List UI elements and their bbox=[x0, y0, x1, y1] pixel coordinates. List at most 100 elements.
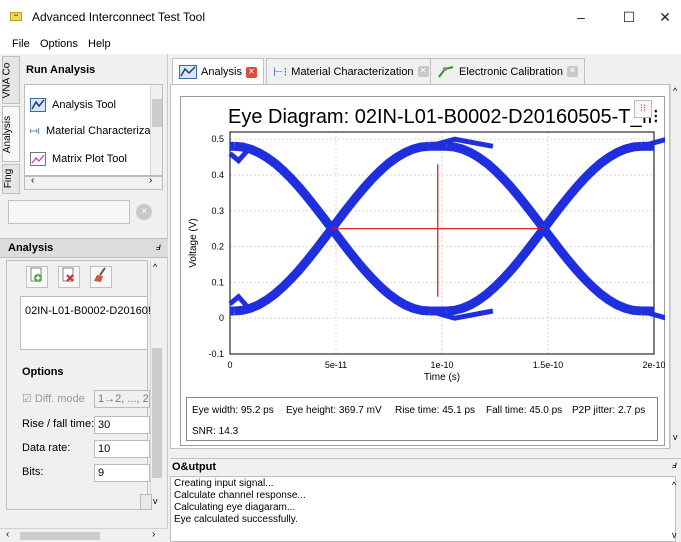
vtab-vna[interactable]: VNA Co bbox=[1, 56, 20, 104]
scroll-left-icon[interactable]: ‹ bbox=[6, 529, 10, 540]
scroll-right-icon[interactable]: › bbox=[149, 175, 153, 186]
output-log bbox=[170, 476, 676, 542]
y-tick-label: 0.1 bbox=[211, 277, 224, 287]
bits-input[interactable]: 9 bbox=[94, 464, 150, 482]
scroll-thumb[interactable] bbox=[152, 348, 162, 478]
broom-icon bbox=[94, 267, 106, 282]
scroll-right-icon[interactable]: › bbox=[152, 529, 156, 540]
y-tick-label: 0.3 bbox=[211, 206, 224, 216]
tab-close-icon[interactable]: ✕ bbox=[566, 66, 578, 77]
tab-close-icon[interactable]: ✕ bbox=[417, 66, 429, 77]
close-button[interactable]: ✕ bbox=[659, 9, 671, 25]
scroll-up-icon[interactable]: ^ bbox=[672, 480, 677, 490]
y-tick-label: 0.2 bbox=[211, 242, 224, 252]
tool-list-scrollbar[interactable] bbox=[150, 85, 162, 175]
vtab-analysis[interactable]: Analysis bbox=[2, 106, 20, 162]
eye-trace bbox=[445, 141, 642, 316]
options-label: Options bbox=[22, 366, 64, 378]
tool-label: Analysis Tool bbox=[52, 99, 116, 111]
data-rate-input[interactable]: 10 bbox=[94, 440, 150, 458]
tab-material-characterization[interactable]: ⊢⁝ Material Characterization ✕ bbox=[266, 58, 436, 84]
x-axis-label: Time (s) bbox=[424, 372, 460, 383]
material-characterization-icon: ⊢⁝ bbox=[273, 64, 288, 79]
search-input[interactable] bbox=[8, 200, 130, 224]
clear-icon[interactable]: × bbox=[136, 204, 152, 220]
diff-mode-checkbox[interactable]: ☑ Diff. mode bbox=[22, 392, 85, 406]
scroll-down-icon[interactable]: v bbox=[673, 432, 678, 442]
left-hscrollbar[interactable]: ‹ › bbox=[0, 528, 168, 542]
tab-analysis[interactable]: Analysis ✕ bbox=[172, 58, 264, 85]
tool-list bbox=[24, 84, 163, 176]
x-tick-label: 5e-11 bbox=[325, 360, 347, 370]
fall-time-stat: Fall time: 45.0 ps bbox=[486, 405, 563, 416]
tab-close-icon[interactable]: ✕ bbox=[245, 66, 257, 78]
window-title: Advanced Interconnect Test Tool bbox=[32, 10, 206, 24]
add-file-icon bbox=[30, 267, 42, 282]
analysis-tool-icon bbox=[30, 98, 46, 112]
analysis-tab-icon bbox=[179, 65, 197, 79]
tool-list-hscrollbar[interactable]: ‹ › bbox=[24, 175, 163, 190]
scroll-left-icon[interactable]: ‹ bbox=[31, 175, 35, 186]
jitter-stat: P2P jitter: 2.7 ps bbox=[572, 405, 646, 416]
diff-mode-select[interactable]: 1→2, ..., 2N bbox=[94, 390, 150, 408]
scroll-up-icon[interactable]: ^ bbox=[673, 86, 678, 96]
add-button[interactable] bbox=[26, 266, 48, 288]
analysis-item-list: 02IN-L01-B0002-D20160! bbox=[20, 296, 151, 350]
tool-item-analysis[interactable]: Analysis Tool bbox=[30, 94, 116, 116]
menu-help[interactable]: Help bbox=[88, 38, 111, 50]
y-tick-label: 0.4 bbox=[211, 170, 224, 180]
rise-time-stat: Rise time: 45.1 ps bbox=[395, 405, 476, 416]
vtab-fing[interactable]: Fing bbox=[2, 164, 20, 194]
diff-mode-label: Diff. mode bbox=[34, 392, 85, 405]
panel-button[interactable] bbox=[140, 494, 152, 510]
scroll-down-icon[interactable]: v bbox=[153, 496, 158, 506]
scroll-down-icon[interactable]: v bbox=[672, 530, 677, 540]
plot-options-button[interactable]: ⁝⁝ bbox=[634, 100, 652, 118]
output-panel-header bbox=[170, 458, 681, 476]
minimize-button[interactable]: – bbox=[577, 9, 585, 25]
app-icon: ▪▪ bbox=[10, 12, 22, 21]
snr-stat: SNR: 14.3 bbox=[192, 426, 239, 437]
eye-diagram-chart: 0 5e-11 1e-10 1.5e-10 2e-10-0.100.10.20.30.4… bbox=[188, 131, 665, 383]
tab-electronic-calibration[interactable]: Electronic Calibration ✕ bbox=[430, 58, 585, 84]
eye-trace bbox=[640, 137, 665, 149]
tool-item-matrix[interactable]: Matrix Plot Tool bbox=[30, 148, 127, 170]
maximize-button[interactable]: ☐ bbox=[622, 9, 636, 25]
eye-stats-box bbox=[186, 397, 658, 441]
eye-height-stat: Eye height: 369.7 mV bbox=[286, 405, 382, 416]
main-scrollbar[interactable]: ^ v bbox=[670, 84, 681, 449]
pin-icon[interactable]: ⅎ bbox=[672, 460, 677, 471]
eye-width-stat: Eye width: 95.2 ps bbox=[192, 405, 274, 416]
eye-trace bbox=[428, 136, 494, 149]
rise-fall-label: Rise / fall time: bbox=[22, 418, 95, 430]
analysis-panel-scrollbar[interactable]: ^ v bbox=[150, 260, 162, 510]
tab-label: Electronic Calibration bbox=[459, 65, 563, 78]
title-bar bbox=[0, 0, 681, 34]
eye-trace bbox=[428, 308, 494, 321]
y-tick-label: -0.1 bbox=[208, 349, 224, 359]
menu-file[interactable]: File bbox=[12, 38, 30, 50]
bits-label: Bits: bbox=[22, 466, 44, 478]
eye-trace bbox=[228, 144, 254, 165]
eye-trace bbox=[228, 293, 254, 313]
tab-label: Analysis bbox=[201, 66, 242, 78]
plot-grid bbox=[229, 132, 655, 355]
log-line: Eye calculated successfully. bbox=[174, 514, 298, 525]
scroll-up-icon[interactable]: ^ bbox=[153, 262, 158, 272]
y-tick-label: 0.5 bbox=[211, 134, 224, 144]
menu-options[interactable]: Options bbox=[40, 38, 78, 50]
x-tick-label: 1e-10 bbox=[430, 360, 453, 370]
tool-label: Material Characterizati bbox=[45, 125, 156, 137]
pin-icon[interactable]: ⅎ bbox=[156, 242, 161, 253]
clear-all-button[interactable] bbox=[90, 266, 112, 288]
run-analysis-title: Run Analysis bbox=[26, 64, 96, 76]
remove-file-icon bbox=[62, 267, 74, 282]
tool-item-material[interactable]: Material Characterizati bbox=[30, 120, 156, 142]
x-tick-label: 0 bbox=[227, 360, 232, 370]
remove-button[interactable] bbox=[58, 266, 80, 288]
rise-fall-input[interactable]: 30 bbox=[94, 416, 150, 434]
material-characterization-icon bbox=[30, 127, 40, 135]
scroll-thumb[interactable] bbox=[20, 532, 100, 540]
list-item[interactable]: 02IN-L01-B0002-D20160! bbox=[25, 305, 151, 317]
scroll-thumb[interactable] bbox=[152, 99, 162, 127]
